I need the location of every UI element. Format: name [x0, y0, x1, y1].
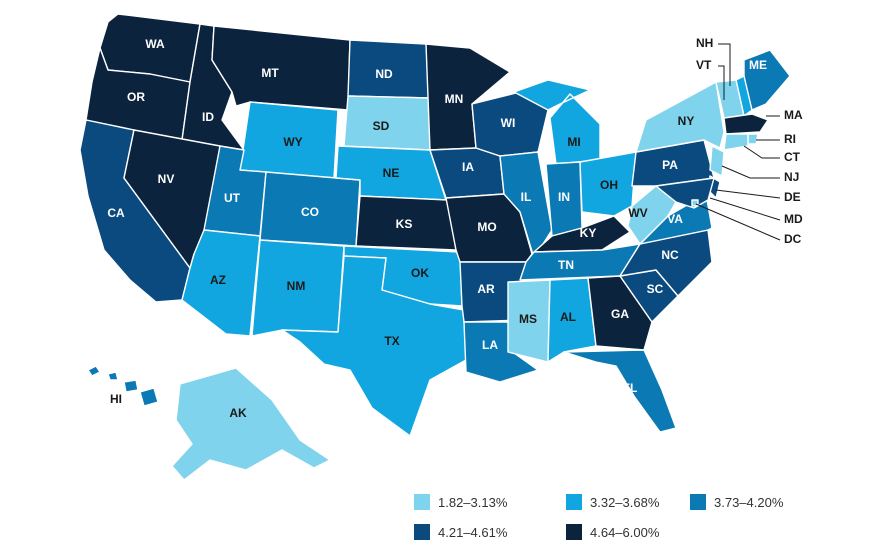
label-RI: RI — [784, 132, 796, 146]
label-WV: WV — [628, 206, 647, 220]
label-ND: ND — [375, 67, 393, 81]
label-AZ: AZ — [210, 273, 226, 287]
label-NE: NE — [383, 166, 400, 180]
label-MD: MD — [784, 212, 803, 226]
leader-nh — [718, 43, 731, 86]
legend-range: 1.82–3.13% — [438, 494, 508, 510]
legend-swatch — [566, 524, 582, 540]
label-WI: WI — [501, 116, 516, 130]
state-TX[interactable] — [281, 255, 467, 437]
leader-de — [715, 189, 781, 199]
label-FL: FL — [623, 381, 638, 395]
legend-swatch — [414, 494, 430, 510]
state-AL[interactable] — [547, 277, 597, 363]
state-CT[interactable] — [723, 133, 749, 151]
label-MI: MI — [567, 135, 580, 149]
legend-item: 1.82–3.13% — [414, 494, 507, 510]
leader-ct — [743, 145, 780, 159]
label-OH: OH — [600, 178, 618, 192]
legend-range: 4.21–4.61% — [438, 524, 508, 540]
label-IN: IN — [558, 190, 570, 204]
label-ID: ID — [202, 110, 214, 124]
label-DC: DC — [784, 232, 802, 246]
label-SC: SC — [647, 282, 664, 296]
leader-dc — [695, 203, 781, 241]
state-MA[interactable] — [723, 113, 769, 135]
callout-labels: NH VT MA RI CT NJ DE MD DC HI — [110, 36, 803, 406]
state-MD[interactable] — [655, 177, 715, 209]
label-NM: NM — [287, 279, 306, 293]
label-KY: KY — [580, 226, 597, 240]
label-CA: CA — [107, 206, 125, 220]
legend-range: 3.73–4.20% — [714, 494, 784, 510]
state-NJ[interactable] — [709, 145, 725, 177]
legend-item: 3.32–3.68% — [566, 494, 659, 510]
label-HI: HI — [110, 392, 122, 406]
state-AK[interactable] — [171, 367, 331, 481]
label-UT: UT — [224, 191, 241, 205]
state-shapes — [79, 13, 791, 481]
label-TX: TX — [384, 334, 399, 348]
label-LA: LA — [482, 338, 498, 352]
legend-item: 4.64–6.00% — [566, 524, 659, 540]
label-GA: GA — [611, 307, 629, 321]
label-VA: VA — [667, 212, 683, 226]
label-PA: PA — [662, 158, 678, 172]
label-TN: TN — [558, 258, 574, 272]
leader-vt — [718, 65, 725, 100]
callout-leaders — [695, 43, 781, 241]
label-AK: AK — [229, 406, 247, 420]
label-NJ: NJ — [784, 170, 799, 184]
state-labels: WA OR CA ID NV MT WY UT AZ CO NM ND SD NE KS OK TX MN IA MO… — [107, 37, 767, 420]
legend-item: 3.73–4.20% — [690, 494, 783, 510]
legend-range: 3.32–3.68% — [590, 494, 660, 510]
legend-swatch — [414, 524, 430, 540]
label-MN: MN — [445, 92, 464, 106]
legend-swatch — [690, 494, 706, 510]
legend-swatch — [566, 494, 582, 510]
leader-nj — [721, 165, 780, 179]
label-KS: KS — [396, 217, 413, 231]
label-AR: AR — [477, 282, 495, 296]
label-OR: OR — [127, 90, 145, 104]
state-MI[interactable] — [513, 79, 601, 165]
label-NH: NH — [696, 36, 713, 50]
label-WY: WY — [283, 135, 302, 149]
label-CO: CO — [301, 205, 319, 219]
label-NV: NV — [158, 172, 175, 186]
legend-item: 4.21–4.61% — [414, 524, 507, 540]
legend-range: 4.64–6.00% — [590, 524, 660, 540]
label-NY: NY — [678, 114, 695, 128]
label-AL: AL — [560, 310, 576, 324]
label-MO: MO — [477, 220, 496, 234]
label-SD: SD — [373, 119, 390, 133]
label-DE: DE — [784, 190, 801, 204]
label-MS: MS — [519, 312, 537, 326]
state-FL[interactable] — [563, 349, 677, 433]
state-OH[interactable] — [579, 151, 637, 217]
state-HI[interactable] — [87, 365, 159, 407]
label-OK: OK — [411, 266, 429, 280]
label-VT: VT — [696, 58, 712, 72]
label-MA: MA — [784, 108, 803, 122]
state-RI[interactable] — [747, 133, 759, 145]
label-ME: ME — [749, 58, 767, 72]
state-GA[interactable] — [587, 275, 653, 351]
label-MT: MT — [261, 66, 279, 80]
label-NC: NC — [661, 248, 679, 262]
state-DC[interactable] — [691, 199, 699, 207]
state-NY[interactable] — [635, 81, 725, 153]
label-WA: WA — [145, 37, 165, 51]
state-MT[interactable] — [211, 25, 351, 111]
label-IL: IL — [521, 190, 532, 204]
label-IA: IA — [462, 160, 474, 174]
leader-md — [709, 197, 781, 221]
label-CT: CT — [784, 150, 801, 164]
